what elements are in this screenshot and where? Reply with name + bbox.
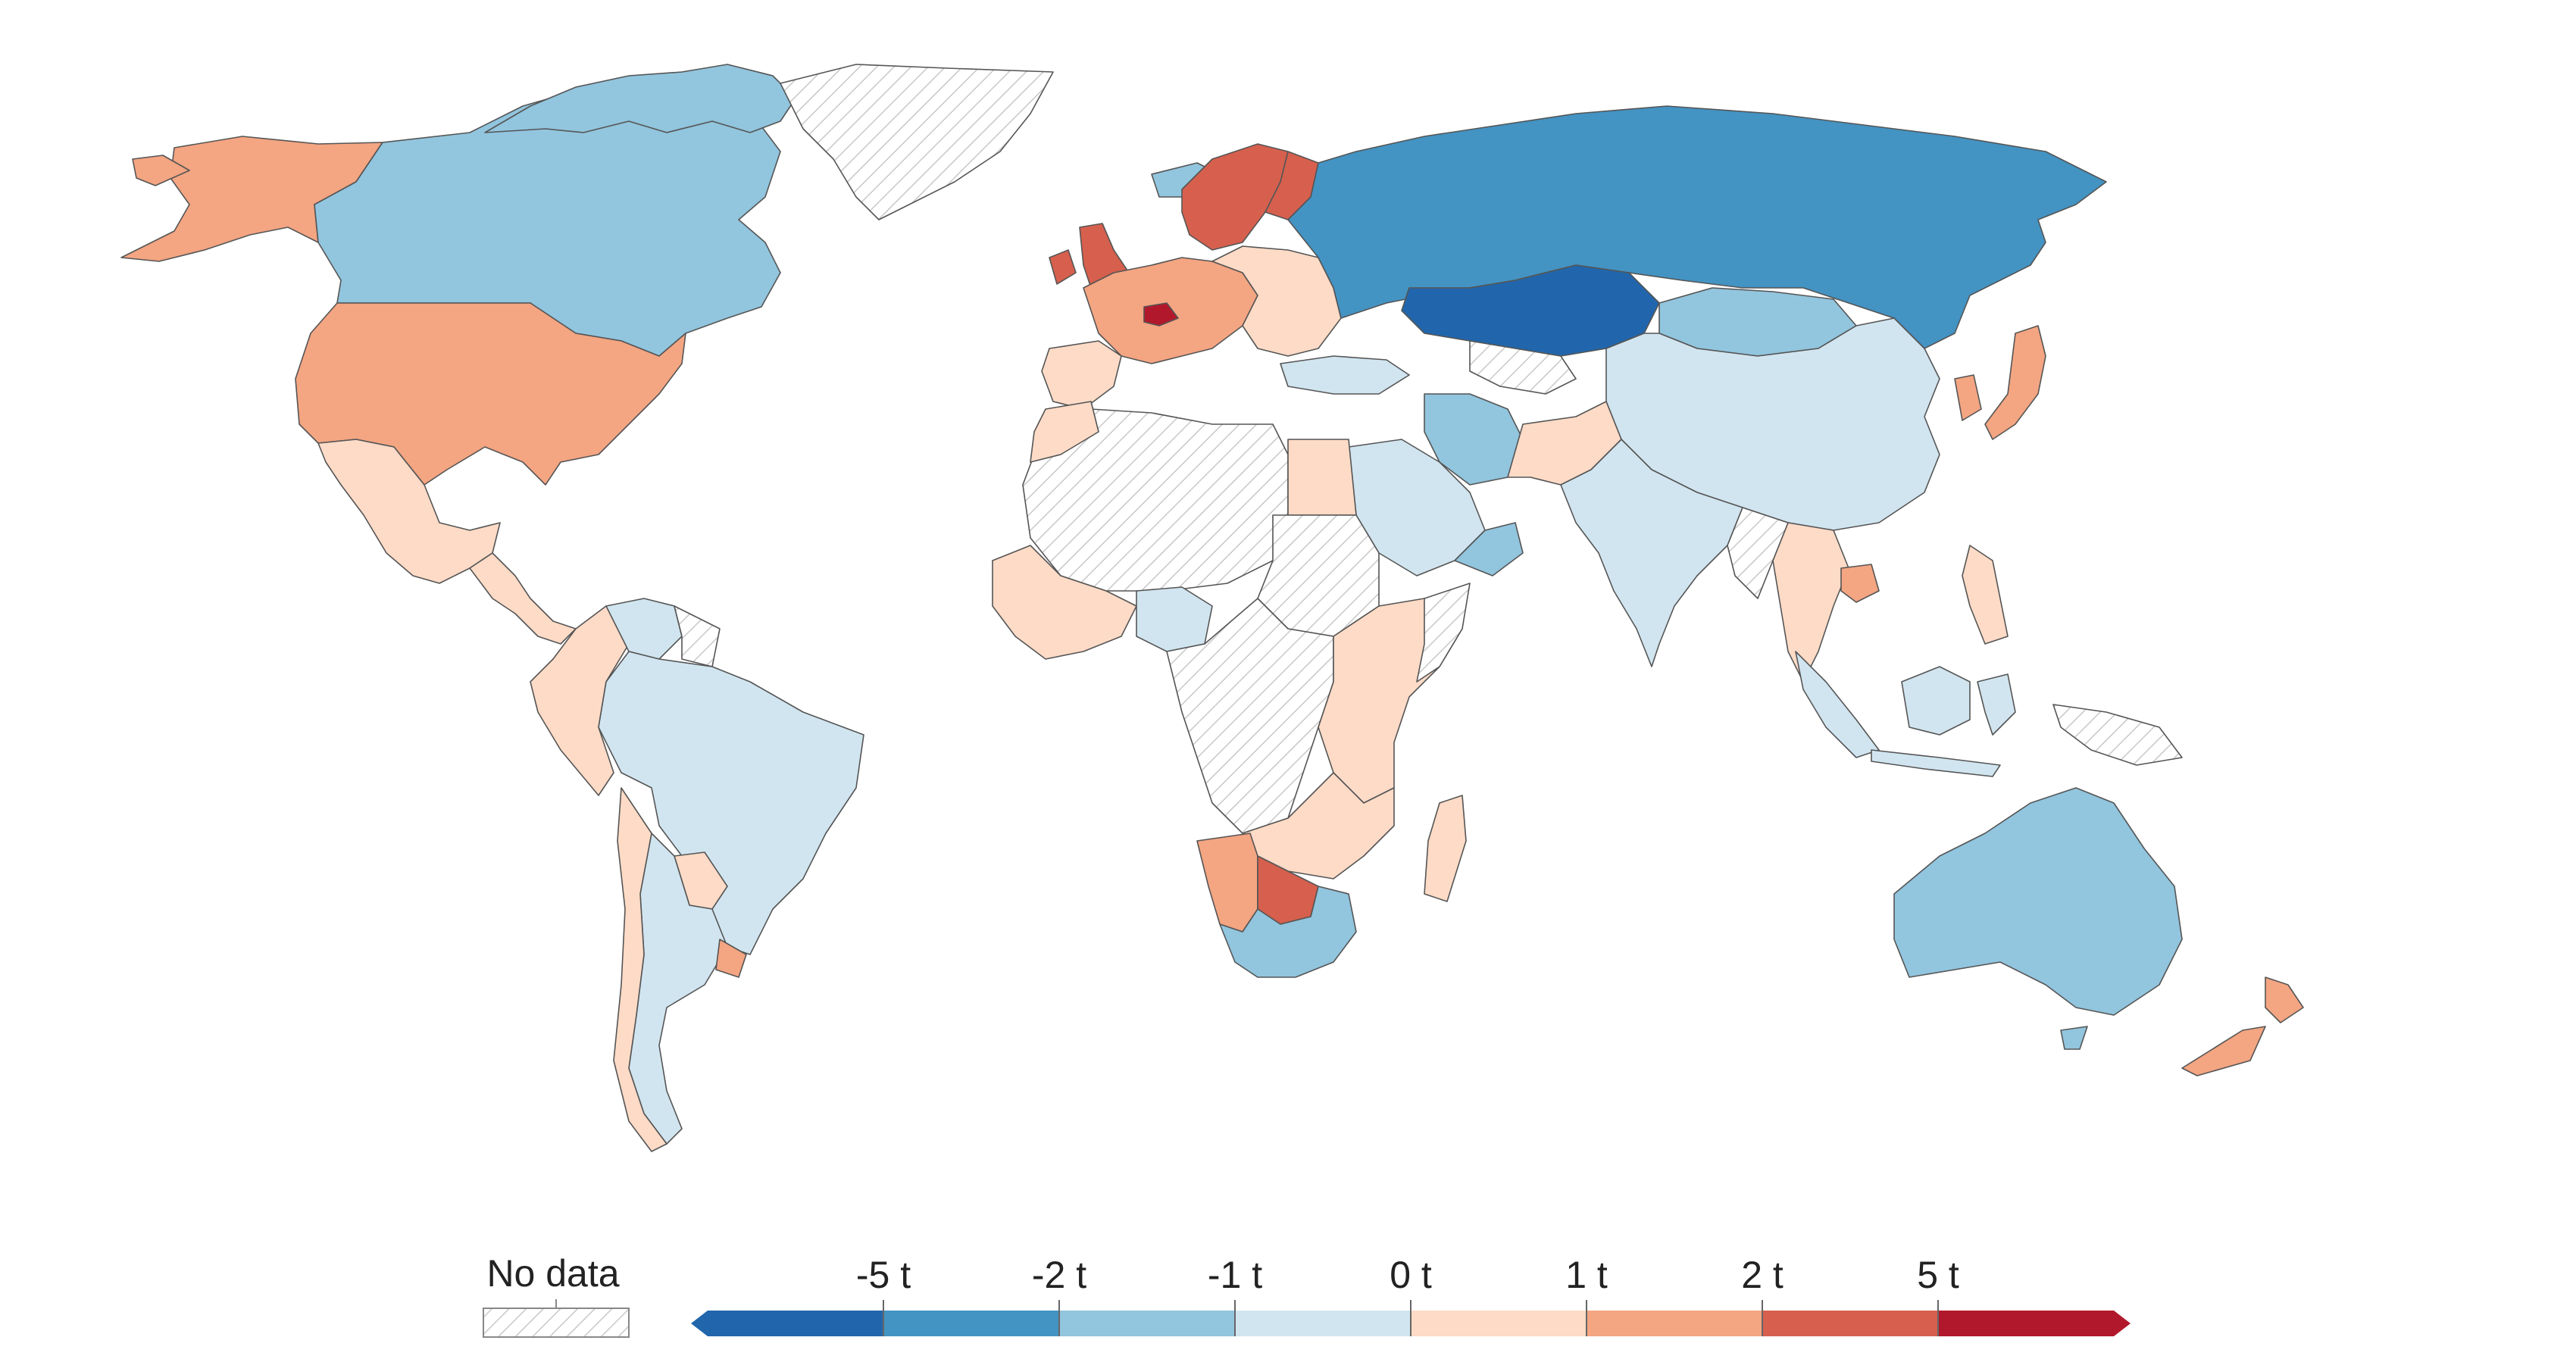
legend-no-data-label: No data (486, 1252, 619, 1295)
region-uruguay[interactable] (715, 939, 747, 978)
region-oman[interactable] (1454, 522, 1524, 576)
region-southeast-asia[interactable] (1772, 522, 1849, 683)
region-egypt[interactable] (1287, 439, 1357, 516)
region-canada-islands (484, 64, 796, 133)
region-indonesia-borneo[interactable] (1901, 666, 1971, 736)
legend-tick-label: 2 t (1741, 1254, 1784, 1296)
legend-bin-0[interactable] (691, 1311, 883, 1336)
legend-tick-label: 0 t (1390, 1254, 1432, 1296)
region-namibia[interactable] (1196, 833, 1258, 933)
legend-tick-label: -1 t (1208, 1254, 1262, 1296)
region-west-africa[interactable] (992, 545, 1137, 660)
legend: No data -5 t -2 t -1 t 0 t 1 t 2 t 5 t (483, 1252, 2131, 1338)
region-madagascar[interactable] (1424, 795, 1467, 902)
legend-tick-label: -5 t (856, 1254, 911, 1296)
legend-tick-label: 5 t (1917, 1254, 1959, 1296)
region-central-asia-nodata (1469, 340, 1577, 395)
region-eastern-europe[interactable] (1211, 245, 1342, 357)
region-switzerland[interactable] (1143, 302, 1179, 327)
region-central-africa (1166, 598, 1334, 834)
region-india[interactable] (1560, 439, 1743, 667)
legend-bin-6[interactable] (1762, 1311, 1938, 1336)
region-japan[interactable] (1984, 325, 2046, 440)
region-indonesia-sumatra[interactable] (1795, 651, 1880, 758)
region-indonesia-sulawesi[interactable] (1977, 673, 2016, 736)
region-iberia[interactable] (1041, 340, 1122, 410)
region-tasmania (2060, 1026, 2088, 1050)
legend-tick-label: -2 t (1032, 1254, 1086, 1296)
region-brazil[interactable] (598, 651, 864, 955)
region-alaska-aleutians (132, 155, 190, 186)
legend-bin-3[interactable] (1235, 1311, 1411, 1336)
region-myanmar-nodata (1727, 507, 1789, 599)
region-indonesia-java[interactable] (1871, 749, 2001, 777)
region-guianas (674, 605, 721, 667)
legend-ticks: -5 t -2 t -1 t 0 t 1 t 2 t 5 t (856, 1254, 1959, 1336)
legend-color-bar (691, 1311, 2131, 1336)
legend-bin-7[interactable] (1938, 1311, 2131, 1336)
region-papua-nodata (2052, 704, 2183, 766)
region-cambodia[interactable] (1840, 564, 1880, 603)
region-morocco[interactable] (1030, 401, 1099, 463)
region-chile[interactable] (613, 787, 667, 1152)
legend-bin-1[interactable] (883, 1311, 1059, 1336)
region-central-america[interactable] (469, 552, 577, 645)
legend-no-data-swatch (483, 1308, 630, 1338)
region-turkey[interactable] (1280, 355, 1410, 395)
region-nigeria[interactable] (1136, 586, 1213, 652)
map-countries (120, 64, 2304, 1152)
region-south-africa[interactable] (1219, 886, 1357, 978)
region-ireland[interactable] (1049, 249, 1077, 285)
legend-bin-5[interactable] (1587, 1311, 1762, 1336)
region-australia[interactable] (1893, 787, 2183, 1016)
legend-tick-label: 1 t (1565, 1254, 1608, 1296)
region-philippines[interactable] (1962, 545, 2009, 645)
region-united-states[interactable] (295, 302, 686, 486)
region-somalia-nodata (1416, 583, 1471, 683)
region-alaska[interactable] (120, 136, 383, 262)
legend-bin-4[interactable] (1411, 1311, 1587, 1336)
region-scandinavia[interactable] (1181, 143, 1289, 251)
region-korea[interactable] (1954, 374, 1982, 421)
region-greenland[interactable] (780, 64, 1054, 220)
legend-bin-2[interactable] (1059, 1311, 1235, 1336)
region-new-zealand[interactable] (2181, 976, 2304, 1076)
